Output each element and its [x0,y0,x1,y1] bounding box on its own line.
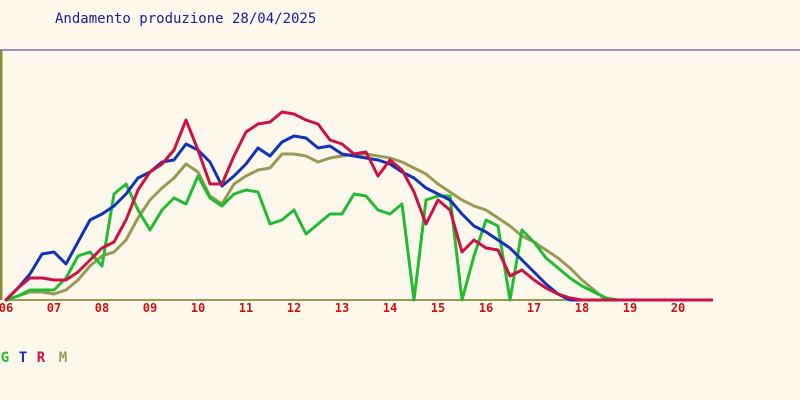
legend-label-r: R [37,350,46,366]
x-tick-label: 06 [0,301,13,315]
x-tick-label: 15 [431,301,445,315]
x-tick-label: 10 [191,301,205,315]
x-tick-label: 20 [671,301,685,315]
x-tick-label: 12 [287,301,301,315]
x-tick-label: 09 [143,301,157,315]
x-tick-label: 18 [575,301,589,315]
x-tick-label: 07 [47,301,61,315]
x-tick-label: 14 [383,301,397,315]
series-line-r [4,110,714,302]
legend-label-g: G [1,350,9,366]
x-tick-label: 13 [335,301,349,315]
x-tick-label: 16 [479,301,493,315]
series-line-m [4,152,714,302]
legend-label-m: M [59,350,67,366]
legend-label-t: T [19,350,27,366]
x-tick-label: 08 [95,301,109,315]
x-tick-label: 19 [623,301,637,315]
x-tick-label: 17 [527,301,541,315]
series-line-t [4,134,714,302]
series-line-g [4,174,714,302]
x-tick-labels: 06 07 08 09 10 11 12 13 14 15 16 17 18 19 20 [0,301,685,315]
chart-title: Andamento produzione 28/04/2025 [55,11,316,27]
x-tick-label: 11 [239,301,253,315]
series-layer [4,110,714,302]
